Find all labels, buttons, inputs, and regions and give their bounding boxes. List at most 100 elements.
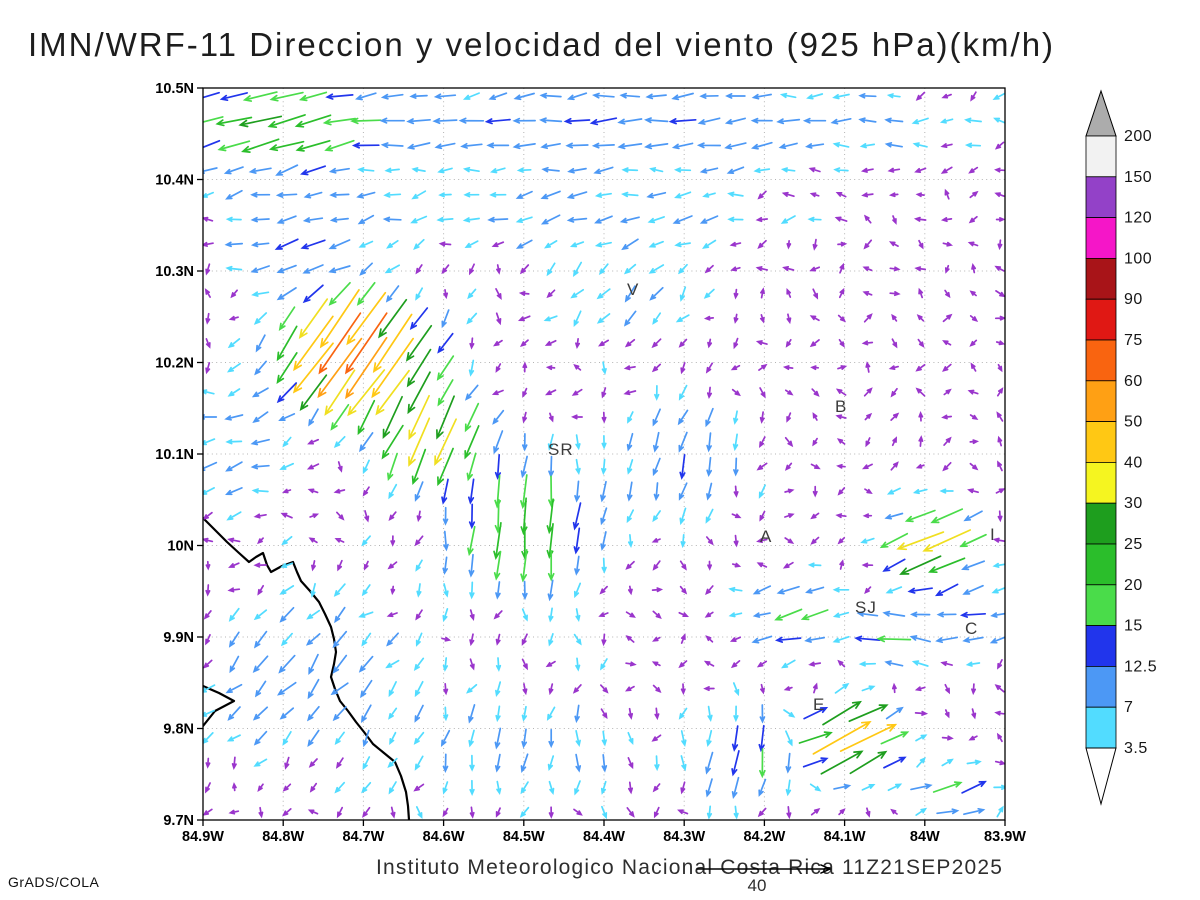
wind-arrow	[751, 635, 773, 644]
wind-arrow	[677, 409, 689, 426]
wind-arrow	[674, 191, 692, 199]
wind-arrow	[757, 190, 767, 200]
wind-arrow	[205, 312, 211, 325]
wind-arrow	[362, 459, 370, 475]
wind-arrow	[571, 388, 583, 396]
wind-arrow	[653, 806, 660, 819]
wind-arrow	[309, 782, 318, 793]
colorbar-label: 12.5	[1124, 658, 1157, 675]
wind-arrow	[276, 352, 298, 385]
wind-arrow	[755, 216, 769, 223]
wind-arrow	[383, 192, 402, 198]
wind-arrow	[600, 480, 607, 503]
y-tick-label: 10.5N	[155, 81, 194, 97]
wind-arrow	[899, 555, 942, 575]
colorbar-segment	[1085, 461, 1117, 504]
wind-arrow	[575, 337, 581, 350]
wind-arrow	[594, 241, 612, 248]
wind-arrow	[601, 805, 608, 820]
wind-arrow	[812, 238, 818, 251]
wind-arrow	[997, 363, 1003, 373]
wind-arrow	[680, 683, 686, 696]
wind-arrow	[333, 583, 346, 597]
wind-arrow	[652, 610, 662, 619]
y-tick-label: 10.1N	[155, 447, 194, 463]
wind-arrow	[493, 430, 504, 455]
wind-arrow	[437, 379, 454, 407]
wind-arrow	[250, 216, 270, 223]
wind-arrow	[785, 779, 792, 797]
wind-arrow	[493, 610, 503, 620]
wind-arrow	[351, 142, 380, 149]
wind-arrow	[652, 431, 660, 453]
wind-arrow	[601, 557, 607, 574]
wind-arrow	[358, 240, 374, 248]
wind-arrow	[911, 660, 929, 667]
wind-arrow	[380, 142, 404, 149]
wind-arrow	[732, 682, 740, 697]
wind-arrow	[832, 142, 850, 148]
wind-arrow	[970, 362, 977, 372]
wind-arrow	[730, 660, 741, 669]
wind-arrow	[810, 365, 820, 371]
wind-arrow	[319, 289, 360, 349]
wind-arrow	[436, 355, 455, 381]
wind-arrow	[996, 411, 1004, 422]
wind-arrow	[388, 707, 398, 720]
wind-arrow	[227, 388, 241, 397]
wind-arrow	[226, 734, 241, 742]
wind-arrow	[997, 659, 1003, 670]
wind-arrow	[356, 191, 376, 199]
wind-arrow	[652, 510, 661, 523]
wind-arrow	[388, 511, 397, 522]
wind-arrow	[307, 729, 320, 748]
wind-arrow	[939, 118, 954, 124]
wind-arrow	[307, 678, 320, 700]
wind-arrow	[295, 139, 331, 152]
x-tick-label: 84.8W	[262, 829, 304, 845]
wind-arrow	[809, 315, 820, 322]
colorbar-segment	[1085, 298, 1117, 341]
wind-arrow	[625, 611, 636, 618]
wind-arrow	[833, 783, 852, 790]
wind-arrow	[915, 463, 925, 469]
colorbar-label: 120	[1124, 210, 1152, 227]
wind-arrow	[962, 636, 984, 643]
colorbar-segment	[1085, 135, 1117, 178]
wind-arrow	[706, 729, 713, 748]
wind-arrow	[567, 167, 587, 174]
wind-arrow	[355, 92, 377, 101]
wind-arrow	[912, 488, 928, 495]
wind-arrow	[437, 447, 454, 487]
wind-arrow	[361, 535, 371, 547]
wind-arrow	[411, 190, 427, 200]
wind-arrow	[318, 312, 362, 375]
wind-arrow	[678, 660, 688, 669]
wind-arrow	[968, 215, 978, 224]
wind-arrow	[733, 805, 739, 820]
wind-arrow	[600, 531, 607, 551]
wind-arrow	[774, 608, 803, 621]
coastline	[203, 516, 411, 820]
wind-arrow	[997, 510, 1003, 523]
wind-arrow	[805, 143, 825, 149]
x-tick-label: 84.5W	[503, 829, 545, 845]
wind-arrow	[489, 192, 507, 198]
wind-arrow	[876, 635, 912, 643]
wind-arrow	[750, 117, 773, 124]
wind-arrow	[809, 783, 822, 792]
wind-arrow	[651, 538, 661, 543]
wind-arrow	[914, 710, 929, 716]
y-tick-label: 9.7N	[163, 813, 194, 829]
wind-arrow	[203, 191, 214, 198]
colorbar-label: 3.5	[1124, 740, 1148, 757]
wind-arrow	[705, 508, 714, 524]
wind-arrow	[600, 658, 608, 671]
wind-arrow	[671, 92, 694, 101]
wind-arrow	[268, 140, 305, 152]
wind-arrow	[203, 414, 218, 420]
wind-arrow	[626, 459, 634, 475]
wind-arrow	[362, 486, 370, 497]
wind-arrow	[382, 216, 402, 223]
wind-arrow	[728, 612, 743, 618]
